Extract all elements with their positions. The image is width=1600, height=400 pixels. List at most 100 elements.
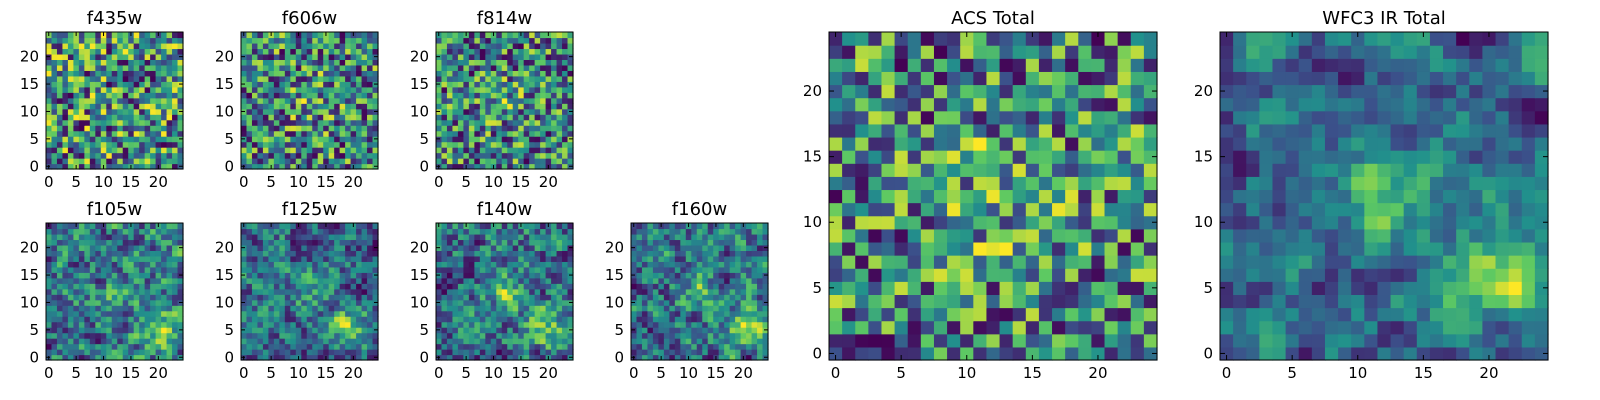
heatmap-cell [139,316,146,323]
heatmap-cell [301,130,308,137]
heatmap-cell [920,176,935,191]
heatmap-cell [457,244,464,251]
heatmap-cell [150,103,157,110]
heatmap-cell [507,343,514,350]
heatmap-cell [262,250,269,257]
heatmap-cell [257,92,264,99]
heatmap-cell [556,108,563,115]
heatmap-cell [452,255,459,262]
heatmap-cell [306,244,313,251]
heatmap-cell [1065,202,1079,217]
heatmap-cell [631,343,638,350]
heatmap-cell [762,288,769,295]
heatmap-cell [144,305,151,312]
heatmap-cell [496,321,503,328]
heatmap-cell [920,202,935,217]
heatmap-cell [161,321,168,328]
heatmap-cell [78,244,85,251]
heatmap-cell [295,310,302,317]
heatmap-cell [367,136,374,143]
heatmap-cell [680,223,687,230]
heatmap-cell [84,130,91,137]
heatmap-cell [46,283,53,290]
heatmap-cell [1117,163,1132,177]
heatmap-cell [507,158,514,165]
heatmap-cell [523,266,530,273]
heatmap-cell [139,272,146,279]
heatmap-cell [155,53,162,60]
heatmap-cell [1130,255,1145,269]
heatmap-cell [56,86,64,93]
heatmap-cell [881,268,896,282]
heatmap-cell [328,354,335,361]
heatmap-cell [920,241,935,256]
heatmap-cell [279,261,286,268]
heatmap-cell [84,354,91,361]
heatmap-cell [1038,333,1053,348]
heatmap-cell [51,277,58,284]
heatmap-cell [567,255,574,262]
heatmap-cell [545,343,552,350]
heatmap-cell [540,86,547,93]
heatmap-cell [674,294,681,301]
heatmap-cell [295,42,302,50]
heatmap-cell [636,321,643,328]
heatmap-cell [641,294,649,301]
heatmap-cell [62,343,69,350]
heatmap-cell [562,86,569,93]
heatmap-cell [479,48,486,55]
heatmap-cell [718,354,725,361]
heatmap-cell [894,150,909,164]
heatmap-cell [696,338,703,345]
heatmap-cell [562,332,569,339]
heatmap-cell [56,114,64,121]
heatmap-cell [518,59,525,66]
heatmap-cell [512,266,519,273]
heatmap-cell [128,152,135,159]
heatmap-cell [111,316,118,323]
heatmap-cell [479,261,486,268]
heatmap-cell [262,70,269,77]
heatmap-cell [78,42,85,50]
heatmap-cell [999,294,1014,309]
heatmap-cell [436,97,443,104]
heatmap-cell [273,244,280,251]
heatmap-cell [1091,241,1106,256]
heatmap-cell [551,64,558,71]
heatmap-cell [46,147,53,154]
heatmap-cell [680,305,687,312]
heatmap-cell [290,239,297,246]
heatmap-cell [534,255,541,262]
heatmap-cell [446,294,454,301]
heatmap-cell [702,272,709,279]
heatmap-cell [284,310,291,317]
heatmap-cell [117,81,124,88]
heatmap-cell [166,354,173,361]
heatmap-cell [1078,202,1092,217]
heatmap-cell [468,294,475,301]
heatmap-cell [133,108,140,115]
heatmap-cell [685,239,692,246]
heatmap-cell [139,283,146,290]
heatmap-cell [361,255,368,262]
heatmap-cell [262,53,269,60]
heatmap-cell [479,163,486,170]
heatmap-cell [367,327,374,334]
heatmap-cell [960,320,974,335]
heatmap-cell [724,343,731,350]
heatmap-cell [117,136,124,143]
heatmap-cell [172,283,179,290]
heatmap-cell [452,141,459,148]
heatmap-cell [312,125,319,132]
heatmap-cell [1038,255,1053,269]
heatmap-cell [51,255,58,262]
heatmap-cell [166,48,173,55]
heatmap-cell [334,75,341,82]
heatmap-cell [496,81,503,88]
heatmap-cell [551,108,558,115]
heatmap-cell [718,233,725,241]
heatmap-cell [512,136,519,143]
heatmap-cell [177,321,184,328]
heatmap-cell [284,114,291,121]
heatmap-cell [284,86,291,93]
